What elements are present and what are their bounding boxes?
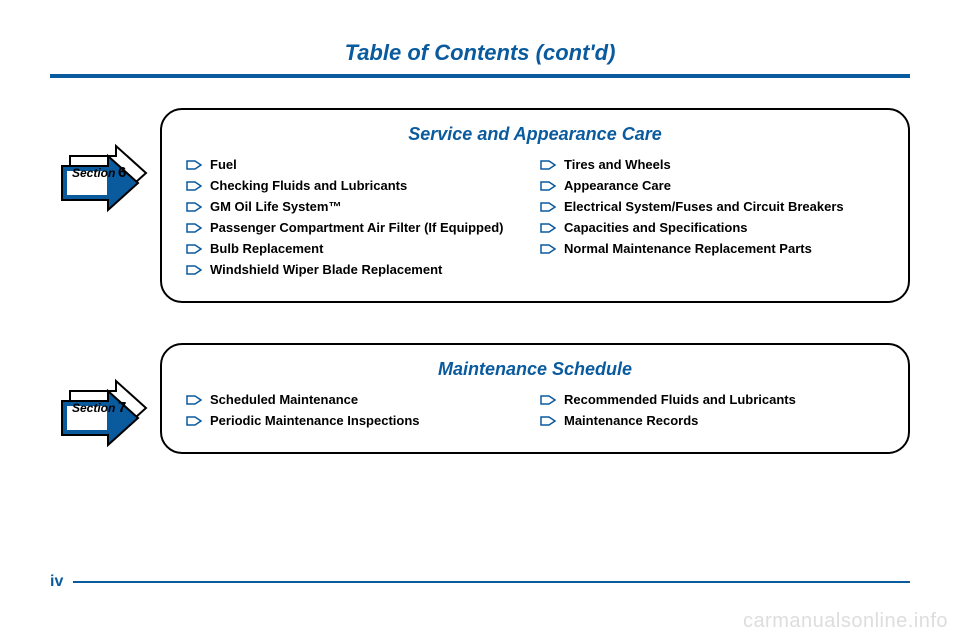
toc-item[interactable]: Recommended Fluids and Lubricants [540,392,884,407]
toc-item-label: Tires and Wheels [564,157,671,172]
toc-item[interactable]: Bulb Replacement [186,241,530,256]
bullet-icon [186,222,202,234]
toc-item[interactable]: Appearance Care [540,178,884,193]
page: Table of Contents (cont'd) Section6Servi… [0,0,960,468]
section-arrow: Section7 [50,343,160,468]
title-divider [50,74,910,78]
page-title: Table of Contents (cont'd) [345,40,616,65]
bullet-icon [186,264,202,276]
section-card-title: Maintenance Schedule [186,359,884,380]
toc-item[interactable]: Scheduled Maintenance [186,392,530,407]
bullet-icon [540,243,556,255]
bullet-icon [540,415,556,427]
toc-item-label: Passenger Compartment Air Filter (If Equ… [210,220,504,235]
section-col-left: Fuel Checking Fluids and Lubricants GM O… [186,157,530,283]
bullet-icon [186,394,202,406]
section-arrow-icon [50,373,150,463]
toc-item-label: Windshield Wiper Blade Replacement [210,262,442,277]
section-col-right: Recommended Fluids and Lubricants Mainte… [540,392,884,434]
toc-item-label: Scheduled Maintenance [210,392,358,407]
section-arrow-number: 7 [118,399,126,416]
toc-item-label: Normal Maintenance Replacement Parts [564,241,812,256]
section-row: Section6Service and Appearance Care Fuel… [50,108,910,303]
toc-item[interactable]: GM Oil Life System™ [186,199,530,214]
toc-item[interactable]: Electrical System/Fuses and Circuit Brea… [540,199,884,214]
toc-item-label: Electrical System/Fuses and Circuit Brea… [564,199,844,214]
toc-item-label: Appearance Care [564,178,671,193]
section-arrow-number: 6 [118,164,126,181]
footer: iv [50,573,910,591]
bullet-icon [540,394,556,406]
section-columns: Fuel Checking Fluids and Lubricants GM O… [186,157,884,283]
bullet-icon [186,243,202,255]
toc-item[interactable]: Checking Fluids and Lubricants [186,178,530,193]
bullet-icon [540,159,556,171]
section-arrow: Section6 [50,108,160,233]
section-arrow-label: Section [72,166,115,180]
toc-item-label: Checking Fluids and Lubricants [210,178,407,193]
toc-item-label: Capacities and Specifications [564,220,748,235]
bullet-icon [540,222,556,234]
toc-item[interactable]: Passenger Compartment Air Filter (If Equ… [186,220,530,235]
bullet-icon [540,180,556,192]
section-row: Section7Maintenance Schedule Scheduled M… [50,343,910,468]
toc-item-label: Maintenance Records [564,413,698,428]
section-col-right: Tires and Wheels Appearance Care Electri… [540,157,884,283]
bullet-icon [186,201,202,213]
toc-item[interactable]: Fuel [186,157,530,172]
section-col-left: Scheduled Maintenance Periodic Maintenan… [186,392,530,434]
bullet-icon [186,159,202,171]
section-card: Maintenance Schedule Scheduled Maintenan… [160,343,910,454]
page-number: iv [50,573,63,591]
bullet-icon [540,201,556,213]
title-bar: Table of Contents (cont'd) [50,40,910,66]
toc-item[interactable]: Tires and Wheels [540,157,884,172]
sections-container: Section6Service and Appearance Care Fuel… [50,108,910,468]
toc-item[interactable]: Periodic Maintenance Inspections [186,413,530,428]
watermark: carmanualsonline.info [743,610,948,633]
section-card: Service and Appearance Care Fuel Checkin… [160,108,910,303]
section-arrow-icon [50,138,150,228]
toc-item-label: Periodic Maintenance Inspections [210,413,420,428]
footer-line [73,581,910,583]
section-columns: Scheduled Maintenance Periodic Maintenan… [186,392,884,434]
section-card-title: Service and Appearance Care [186,124,884,145]
toc-item[interactable]: Windshield Wiper Blade Replacement [186,262,530,277]
section-arrow-label: Section [72,401,115,415]
toc-item-label: Recommended Fluids and Lubricants [564,392,796,407]
bullet-icon [186,180,202,192]
toc-item[interactable]: Capacities and Specifications [540,220,884,235]
toc-item[interactable]: Maintenance Records [540,413,884,428]
toc-item[interactable]: Normal Maintenance Replacement Parts [540,241,884,256]
bullet-icon [186,415,202,427]
toc-item-label: Bulb Replacement [210,241,323,256]
toc-item-label: Fuel [210,157,237,172]
toc-item-label: GM Oil Life System™ [210,199,341,214]
